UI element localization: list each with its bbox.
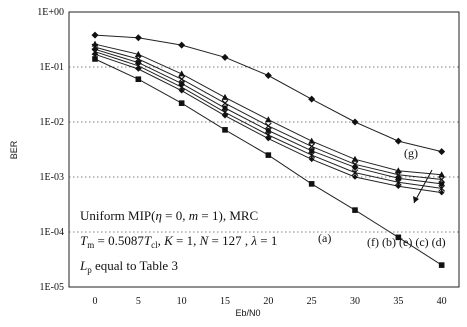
- data-point: [308, 156, 315, 163]
- y-tick-label: 1E-05: [40, 282, 64, 293]
- curve-label-a: (a): [318, 231, 331, 245]
- data-point: [438, 148, 446, 156]
- data-point: [92, 56, 98, 62]
- x-tick-label: 25: [307, 296, 317, 307]
- data-point: [352, 164, 358, 170]
- data-point: [309, 148, 315, 154]
- x-tick-labels: 0 5 10 15 20 25 30 35 40: [93, 296, 447, 307]
- data-point: [351, 118, 359, 126]
- y-axis-title: BER: [9, 140, 19, 159]
- data-point: [351, 155, 359, 162]
- data-point: [439, 181, 445, 187]
- data-point: [221, 53, 229, 61]
- x-tick-label: 30: [350, 296, 360, 307]
- annotation-line-2: Tm = 0.5087Tcl, K = 1, N = 127 , λ = 1: [80, 233, 277, 250]
- data-point: [438, 262, 445, 268]
- plot-area-frame: [68, 11, 460, 288]
- data-point: [178, 100, 185, 106]
- y-tick-label: 1E-01: [40, 62, 64, 73]
- curve-label-g: (g): [404, 146, 418, 160]
- x-tick-label: 5: [136, 296, 141, 307]
- x-tick-label: 0: [93, 296, 98, 307]
- series: [91, 40, 445, 178]
- data-point: [135, 50, 142, 57]
- data-point: [222, 105, 228, 111]
- data-point: [135, 76, 142, 83]
- data-point: [178, 87, 185, 94]
- annotation-line-1: Uniform MIP(η = 0, m = 1), MRC: [80, 208, 258, 223]
- x-tick-label: 15: [220, 296, 230, 307]
- series: [91, 31, 446, 156]
- y-tick-labels: 1E+00 1E-01 1E-02 1E-03 1E-04 1E-05: [37, 7, 64, 293]
- data-point: [352, 207, 358, 213]
- data-point: [308, 181, 315, 187]
- data-point: [264, 122, 272, 130]
- x-tick-label: 10: [177, 296, 187, 307]
- data-point: [265, 116, 272, 123]
- data-point: [308, 137, 315, 144]
- data-point: [394, 137, 402, 145]
- data-point: [92, 51, 98, 58]
- data-point: [438, 176, 446, 183]
- label-pointer-arrowhead: [413, 196, 419, 203]
- data-point: [265, 152, 272, 158]
- data-point: [438, 171, 445, 178]
- data-point: [134, 34, 142, 42]
- data-point: [265, 135, 272, 142]
- data-point: [135, 66, 142, 72]
- y-tick-label: 1E+00: [37, 7, 64, 18]
- data-point: [395, 175, 401, 181]
- data-point: [91, 40, 99, 47]
- label-pointer-line: [413, 169, 433, 204]
- data-point: [395, 167, 402, 174]
- x-tick-label: 35: [393, 296, 403, 307]
- data-point: [308, 142, 316, 150]
- data-point: [308, 95, 316, 103]
- x-tick-label: 40: [437, 296, 447, 307]
- y-tick-label: 1E-04: [40, 227, 64, 238]
- x-axis-title: Eb/N0: [235, 308, 260, 318]
- x-tick-label: 20: [263, 296, 273, 307]
- data-point: [221, 99, 229, 107]
- series-lines: [91, 31, 446, 268]
- data-point: [395, 234, 402, 241]
- data-point: [178, 41, 186, 49]
- series: [91, 43, 446, 183]
- data-point: [221, 93, 229, 100]
- data-point: [352, 174, 358, 180]
- series: [92, 56, 445, 268]
- series: [92, 51, 445, 196]
- data-point: [178, 75, 186, 83]
- data-point: [179, 80, 185, 87]
- y-tick-label: 1E-03: [40, 172, 64, 183]
- annotation-line-3: Lp equal to Table 3: [79, 258, 178, 275]
- y-tick-label: 1E-02: [40, 117, 64, 128]
- data-point: [222, 127, 228, 133]
- data-point: [134, 55, 142, 63]
- curve-label-group: (f) (b) (e) (c) (d): [367, 235, 446, 249]
- data-point: [222, 112, 228, 119]
- data-point: [395, 183, 402, 190]
- data-point: [178, 70, 185, 77]
- data-point: [438, 189, 445, 196]
- data-point: [91, 31, 99, 39]
- data-point: [265, 127, 271, 134]
- data-point: [264, 72, 272, 80]
